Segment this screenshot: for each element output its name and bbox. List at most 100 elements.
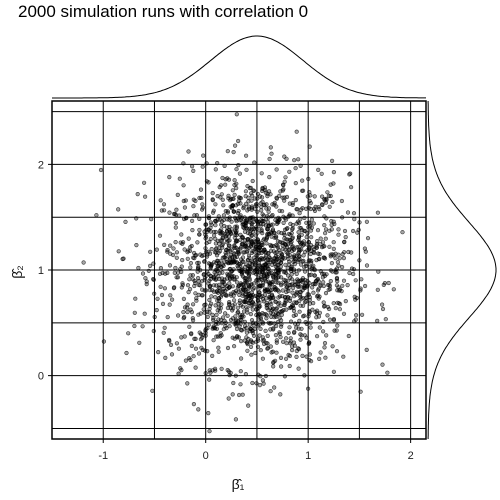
data-point [205,314,210,320]
data-point [243,323,248,329]
data-point [243,219,248,224]
data-point [218,306,223,311]
data-point [267,256,273,261]
data-point [182,205,187,210]
data-point [235,239,240,244]
data-point [207,288,212,293]
data-point [321,300,326,305]
data-point [246,253,252,258]
data-point [249,227,254,232]
data-point [201,153,206,158]
data-point [230,303,235,308]
data-point [174,255,179,260]
data-point [210,197,215,202]
data-point [98,167,104,173]
data-point [254,272,259,277]
data-point [149,217,154,222]
data-point [240,274,245,279]
data-point [295,259,301,264]
data-point [248,293,253,299]
data-point [207,310,212,315]
data-point [245,307,250,312]
data-point [233,373,238,378]
data-point [242,238,247,243]
data-point [218,317,223,323]
data-point [213,167,218,172]
data-point [250,307,255,312]
data-point [363,249,368,254]
data-point [232,215,238,220]
data-point [279,240,284,245]
data-point [244,201,249,206]
data-point [213,295,218,300]
data-point [257,300,262,305]
data-point [234,112,239,117]
data-point [271,307,276,312]
data-point [331,240,336,245]
data-point [195,269,200,274]
data-point [220,262,226,267]
data-point [292,283,297,288]
data-point [181,183,186,188]
data-point [268,344,273,349]
data-point [342,228,348,234]
data-point [329,261,335,266]
data-point [182,334,187,339]
data-point [266,209,271,214]
data-point [165,248,170,253]
data-point [298,163,303,168]
data-point [244,325,249,331]
data-point [298,290,303,295]
data-point [239,328,244,333]
data-point [236,163,241,168]
data-point [298,337,303,342]
data-point [193,365,198,370]
data-point [263,265,268,271]
data-point [360,312,365,317]
data-point [260,186,265,191]
data-point [328,252,333,257]
data-point [165,315,170,320]
data-point [172,211,178,216]
data-point [262,248,267,253]
data-point [271,274,276,280]
data-point [167,210,172,215]
data-point [241,309,247,314]
data-point [293,312,299,318]
data-point [274,310,279,316]
data-point [193,336,198,342]
data-point [308,325,313,330]
data-point [268,242,273,248]
data-point [216,321,221,326]
data-point [222,163,227,168]
data-point [240,392,245,397]
data-point [254,217,259,222]
data-point [259,208,264,213]
data-point [341,256,347,261]
data-point [251,238,256,243]
data-point [238,369,243,374]
data-point [230,284,235,289]
data-point [123,219,128,224]
data-point [148,249,153,254]
data-point [357,258,362,263]
data-point [250,215,255,220]
data-point [307,144,312,149]
data-point [274,196,280,201]
data-point [181,296,186,302]
data-point [284,341,289,346]
data-point [220,197,225,202]
data-point [220,270,225,275]
data-point [167,263,173,268]
data-point [207,215,212,221]
data-point [281,270,287,275]
data-point [151,261,156,266]
data-point [203,330,208,335]
data-point [211,289,216,294]
data-point [357,220,362,225]
data-point [225,149,230,154]
data-point [217,309,222,314]
data-point [354,295,360,301]
data-point [252,160,257,165]
data-point [167,302,172,307]
